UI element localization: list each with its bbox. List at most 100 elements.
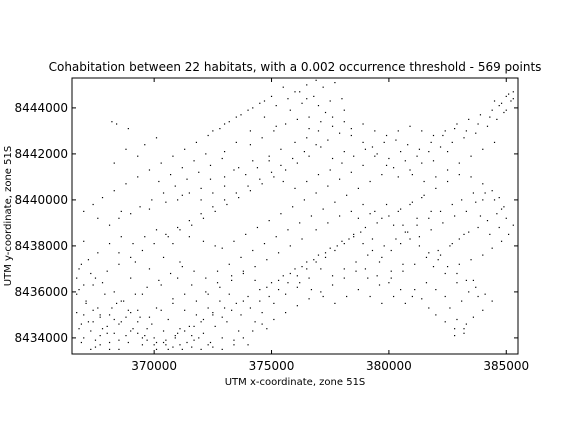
data-point xyxy=(364,226,367,229)
data-point xyxy=(315,261,317,263)
data-point xyxy=(242,337,244,339)
data-point xyxy=(85,300,87,302)
data-point xyxy=(498,197,500,199)
data-point xyxy=(174,335,176,337)
data-point xyxy=(118,339,120,341)
data-point xyxy=(249,130,251,132)
data-point xyxy=(400,151,402,153)
data-point xyxy=(383,245,385,247)
data-point xyxy=(308,116,310,118)
data-point xyxy=(184,330,186,332)
data-point xyxy=(118,323,120,325)
data-point xyxy=(430,210,432,212)
data-point xyxy=(172,298,174,300)
data-point xyxy=(346,295,348,298)
data-point xyxy=(397,210,399,212)
data-point xyxy=(369,213,371,215)
data-point xyxy=(458,263,460,265)
data-point xyxy=(428,307,430,309)
data-point xyxy=(144,144,146,146)
data-point xyxy=(240,256,242,258)
data-point xyxy=(97,252,99,254)
data-point xyxy=(266,259,268,261)
data-point xyxy=(463,137,465,139)
data-point xyxy=(193,160,195,162)
data-point xyxy=(127,128,129,130)
data-point xyxy=(454,335,456,337)
data-point xyxy=(113,162,115,164)
data-point xyxy=(296,162,298,164)
data-point xyxy=(186,341,188,344)
data-point xyxy=(223,307,226,309)
data-point xyxy=(397,176,399,178)
data-point xyxy=(390,277,392,279)
data-point xyxy=(421,130,423,132)
data-point xyxy=(472,316,474,318)
data-point xyxy=(177,277,179,279)
data-point xyxy=(409,238,411,240)
data-point xyxy=(226,321,228,323)
data-point xyxy=(428,252,430,254)
data-point xyxy=(148,169,151,171)
data-point xyxy=(165,339,167,341)
data-point xyxy=(500,208,503,210)
data-point xyxy=(343,277,345,279)
data-point xyxy=(442,222,444,224)
data-point xyxy=(137,176,139,178)
data-point xyxy=(137,155,139,157)
data-point xyxy=(172,155,174,157)
data-point xyxy=(193,325,195,327)
data-point xyxy=(233,339,235,341)
data-point xyxy=(221,157,223,160)
data-point xyxy=(303,151,305,153)
data-point xyxy=(169,174,172,176)
data-point xyxy=(141,249,144,252)
data-point xyxy=(369,295,371,298)
data-point xyxy=(327,139,329,141)
data-point xyxy=(292,206,294,208)
data-point xyxy=(287,98,289,100)
data-point xyxy=(99,335,101,337)
data-point xyxy=(144,236,146,238)
data-point xyxy=(148,208,151,210)
data-point xyxy=(223,185,226,187)
data-point xyxy=(378,261,381,263)
data-point xyxy=(108,348,111,350)
data-point xyxy=(446,266,449,268)
data-point xyxy=(235,116,237,118)
data-point xyxy=(177,332,179,334)
data-point xyxy=(306,84,308,86)
data-point xyxy=(331,157,334,160)
data-point xyxy=(430,229,432,231)
data-point xyxy=(193,339,195,341)
data-point xyxy=(277,279,280,281)
data-point xyxy=(510,100,512,102)
data-point xyxy=(446,151,449,153)
data-point xyxy=(148,268,151,270)
data-point xyxy=(439,146,442,148)
data-point xyxy=(456,282,458,284)
data-point xyxy=(134,293,136,295)
data-point xyxy=(242,300,244,302)
data-point xyxy=(463,328,465,330)
data-point xyxy=(308,277,310,279)
data-point xyxy=(212,192,214,194)
data-point xyxy=(193,270,195,272)
data-point xyxy=(223,123,226,125)
data-point xyxy=(195,141,198,143)
data-point xyxy=(493,100,496,102)
data-point xyxy=(195,314,198,316)
data-point xyxy=(442,134,444,137)
data-point xyxy=(174,337,176,339)
data-point xyxy=(477,295,479,298)
data-point xyxy=(505,217,507,219)
data-point xyxy=(416,217,418,219)
data-point xyxy=(125,335,127,337)
data-point xyxy=(146,328,148,330)
data-point xyxy=(247,295,249,298)
data-point xyxy=(155,229,158,231)
data-point xyxy=(350,210,352,212)
data-point xyxy=(301,102,303,104)
data-point xyxy=(266,286,268,288)
